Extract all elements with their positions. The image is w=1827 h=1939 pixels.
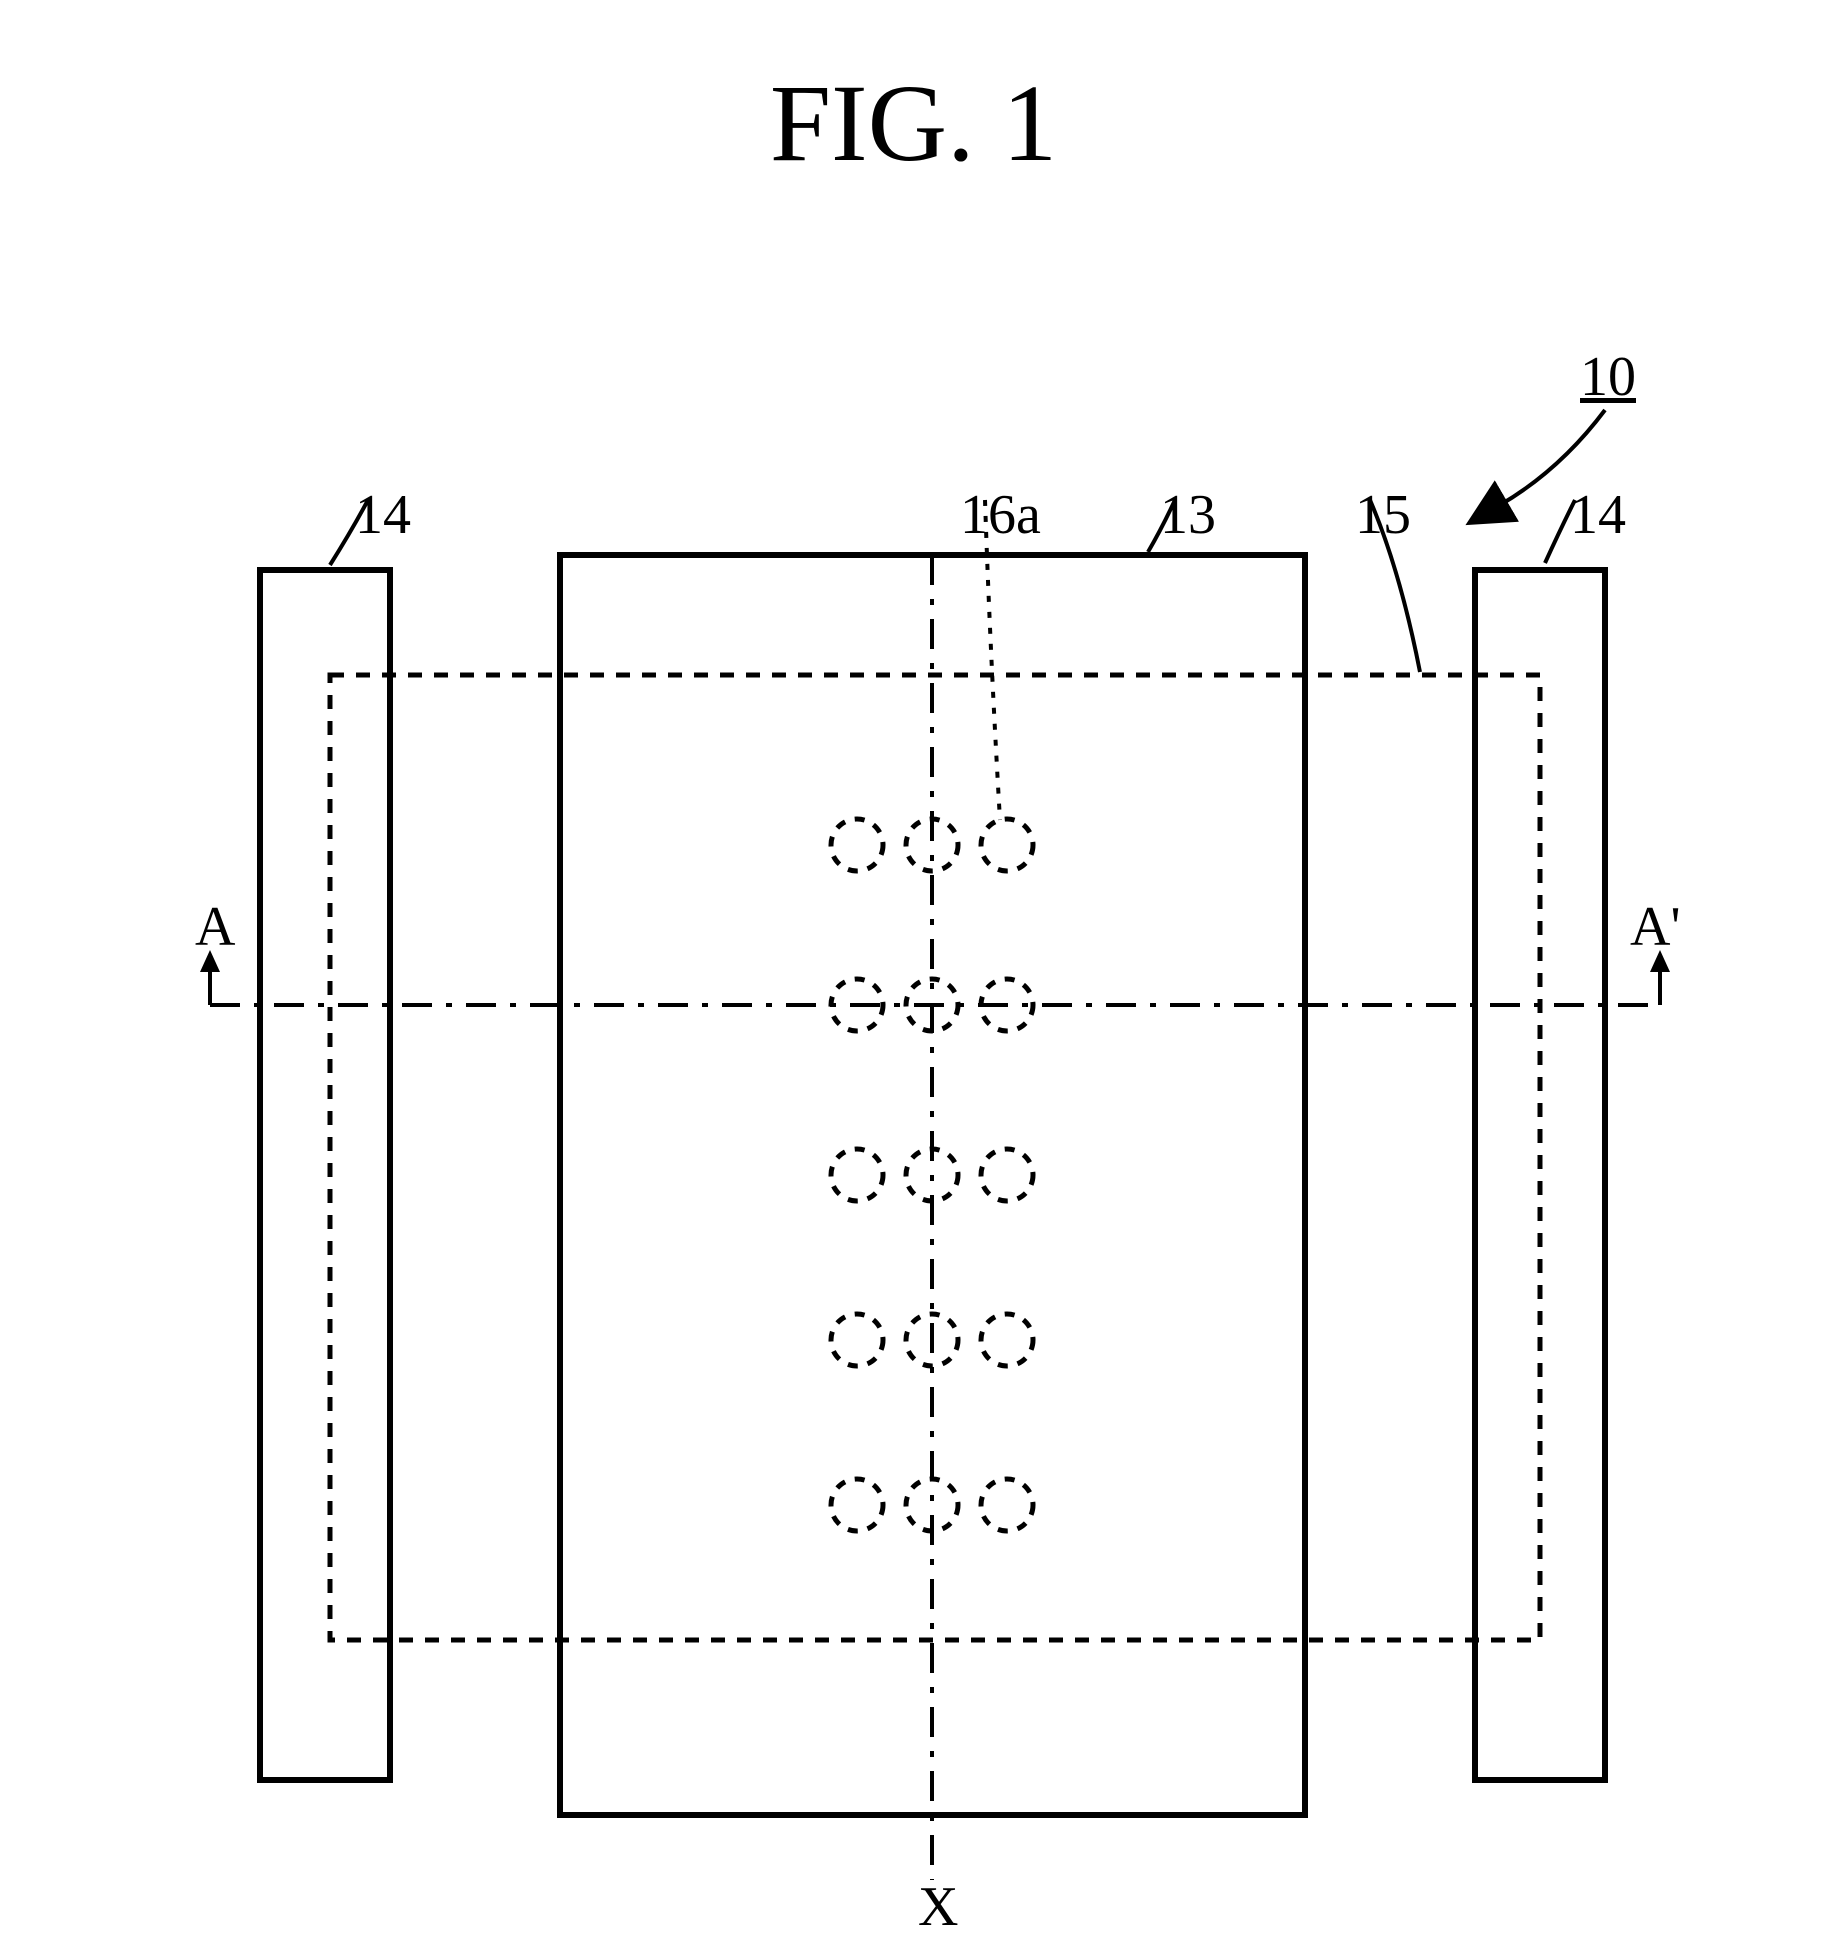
section-arrow-right xyxy=(1650,950,1670,1005)
leader-15 xyxy=(1370,500,1420,672)
leader-13 xyxy=(1148,500,1175,552)
leader-16a xyxy=(985,500,1000,820)
leader-10 xyxy=(1500,410,1605,505)
leader-14-right xyxy=(1545,500,1575,563)
figure-page: FIG. 1 10 14 16a 13 15 14 A A' X xyxy=(0,0,1827,1929)
rect-left-14 xyxy=(260,570,390,1780)
leader-14-left xyxy=(330,500,368,565)
section-arrow-left xyxy=(200,950,220,1005)
figure-svg xyxy=(0,0,1827,1929)
